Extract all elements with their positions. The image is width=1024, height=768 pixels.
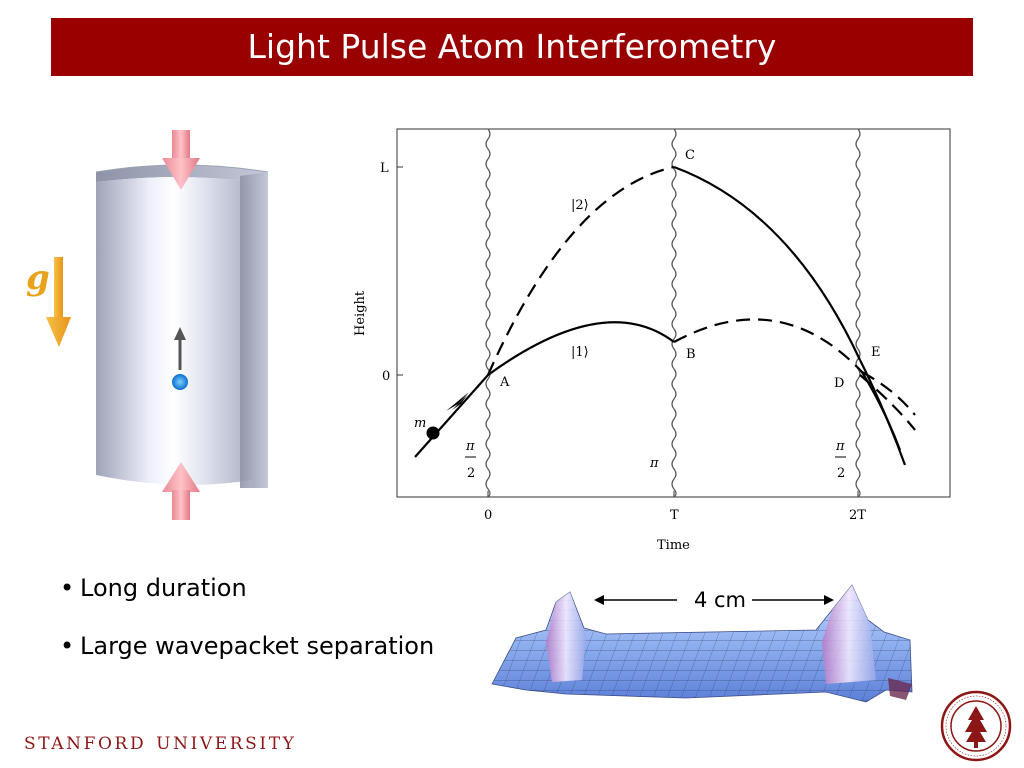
incoming-trajectory: [414, 374, 489, 458]
pulse-1-denominator: 2: [467, 466, 475, 481]
atom-mass-dot: [426, 426, 440, 440]
pulse-1-numerator: π: [465, 439, 475, 454]
gravity-label: g: [26, 258, 50, 298]
pulse-3-denominator: 2: [837, 466, 845, 481]
state-label-2: |2⟩: [571, 198, 589, 213]
x-tick-0: 0: [484, 508, 492, 523]
path-b-to-e: [673, 318, 863, 373]
point-label-C: C: [685, 148, 695, 163]
incoming-arrow-icon: [452, 394, 468, 416]
footer-wordmark: STANFORD UNIVERSITY: [24, 734, 307, 754]
path-c-to-d: [673, 165, 861, 361]
footer-word-1: STANFORD: [24, 734, 147, 754]
pulse-line-3: [855, 128, 861, 498]
bullet-text: Large wavepacket separation: [80, 632, 435, 660]
university-seal-icon: [940, 690, 1012, 762]
wavepacket-surface-figure: [491, 584, 913, 703]
spacetime-diagram: L 0 0 T 2T Time Height A B C D E |2⟩ |1⟩…: [353, 128, 951, 553]
bullet-text: Long duration: [80, 574, 247, 602]
gravity-arrow-icon: [46, 257, 71, 347]
point-label-E: E: [871, 345, 881, 360]
title-bar: Light Pulse Atom Interferometry: [51, 18, 973, 76]
bullet-item: • Long duration: [60, 574, 247, 602]
x-axis-label: Time: [657, 538, 690, 553]
vacuum-cylinder-figure: [95, 130, 269, 520]
separation-arrow-icon: [594, 595, 834, 605]
slide-title: Light Pulse Atom Interferometry: [247, 27, 777, 66]
y-tick-0: 0: [382, 369, 390, 384]
y-axis-label: Height: [353, 290, 368, 336]
point-label-A: A: [499, 375, 510, 390]
bullet-item: • Large wavepacket separation: [60, 632, 435, 660]
point-label-D: D: [834, 376, 844, 391]
pulse-line-1: [485, 128, 491, 498]
pulse-line-2: [671, 128, 677, 498]
separation-label: 4 cm: [693, 588, 747, 612]
pulse-2-label: π: [649, 456, 659, 471]
output-port-4: [859, 374, 916, 431]
path-state-1: [487, 321, 675, 376]
laser-pulse-lines: [485, 128, 861, 498]
footer-word-2: UNIVERSITY: [156, 734, 297, 754]
output-port-3: [861, 371, 916, 416]
mass-label: m: [414, 416, 426, 431]
pulse-3-numerator: π: [835, 439, 845, 454]
x-tick-2T: 2T: [849, 508, 866, 523]
y-tick-L: L: [380, 161, 389, 176]
state-label-1: |1⟩: [571, 345, 589, 360]
point-label-B: B: [686, 347, 696, 362]
path-state-2: [486, 165, 675, 376]
x-tick-T: T: [670, 508, 679, 523]
